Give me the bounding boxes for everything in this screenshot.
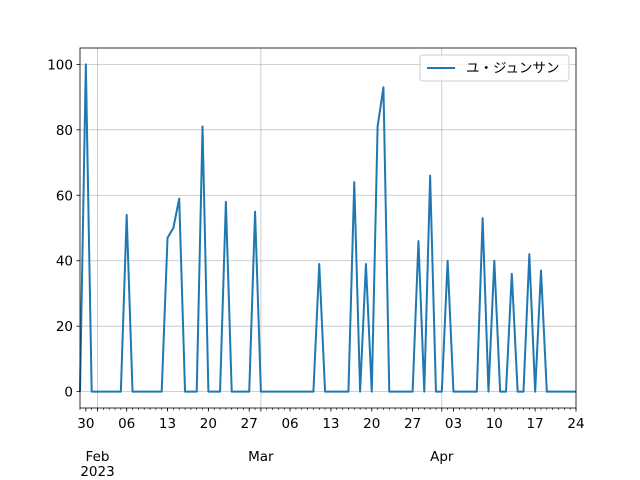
x-tick-label: 13 [322,416,339,432]
y-tick-label: 40 [56,254,73,270]
y-tick-label: 20 [56,319,73,335]
x-month-label: Feb [86,449,110,465]
x-tick-label: 06 [281,416,298,432]
series-line [79,63,576,393]
x-tick-label: 13 [159,416,176,432]
y-tick-label: 100 [47,57,73,73]
x-tick-label: 27 [404,416,421,432]
x-year-label: 2023 [80,464,114,480]
y-tick-label: 80 [56,123,73,139]
x-tick-label: 20 [200,416,217,432]
axes: 0 20 40 60 80 100 30 06 13 20 27 06 13 20 27 03 10 17 24 Fe… [47,57,584,480]
x-tick-label: 20 [363,416,380,432]
x-tick-label: 06 [118,416,135,432]
y-tick-label: 0 [64,385,73,401]
x-tick-label: 27 [241,416,258,432]
x-tick-label: 03 [445,416,462,432]
legend: ユ・ジュンサン [419,54,570,82]
x-tick-label: 24 [567,416,584,432]
x-tick-label: 30 [77,416,94,432]
y-tick-label: 60 [56,188,73,204]
legend-box [419,54,570,82]
plot-area [80,48,576,408]
series-layer [79,63,576,393]
x-month-label: Mar [248,449,274,465]
x-month-label: Apr [430,449,454,465]
x-tick-label: 17 [527,416,544,432]
plot-frame [79,47,577,409]
x-tick-label: 10 [486,416,503,432]
legend-label: ユ・ジュンサン [466,61,560,77]
